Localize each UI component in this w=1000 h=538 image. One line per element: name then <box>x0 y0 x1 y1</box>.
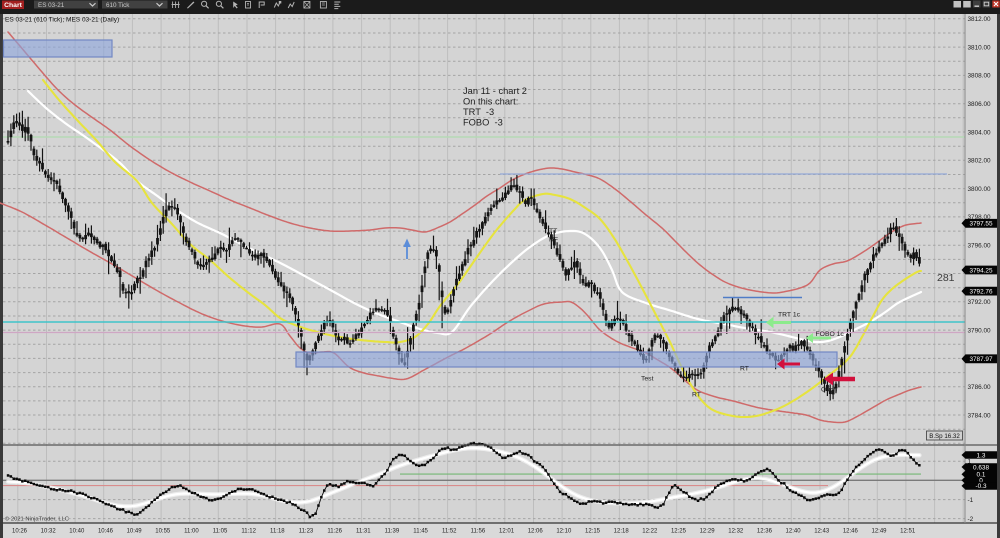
svg-text:0.638: 0.638 <box>973 464 989 471</box>
svg-text:3810.00: 3810.00 <box>968 44 992 51</box>
svg-text:3812.00: 3812.00 <box>968 16 992 23</box>
svg-text:On this chart:: On this chart: <box>463 97 518 107</box>
svg-text:Ouch: Ouch <box>821 387 837 394</box>
svg-text:3804.00: 3804.00 <box>968 129 992 136</box>
svg-text:3796.00: 3796.00 <box>968 243 992 250</box>
svg-text:12:18: 12:18 <box>614 529 630 535</box>
svg-text:3787.97: 3787.97 <box>969 356 993 363</box>
svg-text:10:55: 10:55 <box>155 529 171 535</box>
svg-text:3786.00: 3786.00 <box>968 384 992 391</box>
svg-text:281: 281 <box>937 272 955 284</box>
svg-text:11:12: 11:12 <box>241 529 256 535</box>
svg-text:10:26: 10:26 <box>12 529 28 535</box>
svg-text:12:25: 12:25 <box>671 529 687 535</box>
svg-text:11:18: 11:18 <box>270 529 285 535</box>
svg-text:11:45: 11:45 <box>413 529 428 535</box>
svg-text:3790.00: 3790.00 <box>968 327 992 334</box>
svg-text:B.Sp 16.32: B.Sp 16.32 <box>929 433 960 440</box>
svg-text:Test: Test <box>641 376 654 383</box>
svg-text:Jan 11 - chart 2: Jan 11 - chart 2 <box>463 86 527 96</box>
svg-text:Chart: Chart <box>4 2 22 9</box>
svg-text:-2: -2 <box>968 516 974 523</box>
svg-text:10:49: 10:49 <box>127 529 143 535</box>
svg-text:-0.3: -0.3 <box>975 483 986 490</box>
svg-text:11:26: 11:26 <box>327 529 342 535</box>
svg-text:© 2021 NinjaTrader, LLC: © 2021 NinjaTrader, LLC <box>5 515 69 522</box>
svg-text:10:32: 10:32 <box>41 529 57 535</box>
svg-text:3792.00: 3792.00 <box>968 299 992 306</box>
svg-text:3794.25: 3794.25 <box>969 267 993 274</box>
svg-text:12:01: 12:01 <box>499 529 515 535</box>
svg-text:TRT 1c: TRT 1c <box>778 312 801 319</box>
svg-text:3797.55: 3797.55 <box>969 221 993 228</box>
svg-text:11:31: 11:31 <box>356 529 371 535</box>
svg-text:FOBO 1c: FOBO 1c <box>816 331 845 338</box>
svg-text:RT: RT <box>740 366 749 373</box>
svg-text:11:39: 11:39 <box>385 529 400 535</box>
svg-text:11:56: 11:56 <box>471 529 486 535</box>
svg-text:12:36: 12:36 <box>757 529 773 535</box>
svg-text:12:51: 12:51 <box>900 529 916 535</box>
svg-text:3798.00: 3798.00 <box>968 214 992 221</box>
svg-text:3800.00: 3800.00 <box>968 186 992 193</box>
svg-text:10:46: 10:46 <box>98 529 114 535</box>
svg-text:12:32: 12:32 <box>728 529 744 535</box>
svg-text:0.1: 0.1 <box>977 472 986 479</box>
svg-text:11:52: 11:52 <box>442 529 457 535</box>
svg-text:RT: RT <box>692 392 701 399</box>
svg-text:12:15: 12:15 <box>585 529 601 535</box>
svg-text:12:29: 12:29 <box>700 529 716 535</box>
svg-text:610 Tick: 610 Tick <box>106 2 130 9</box>
svg-text:11:00: 11:00 <box>184 529 199 535</box>
svg-text:10:40: 10:40 <box>69 529 85 535</box>
svg-text:NF: NF <box>549 237 558 244</box>
svg-text:12:06: 12:06 <box>528 529 544 535</box>
svg-text:1.3: 1.3 <box>977 452 986 459</box>
svg-text:TRT -3: TRT -3 <box>463 107 494 117</box>
svg-text:12:40: 12:40 <box>786 529 802 535</box>
svg-text:3802.00: 3802.00 <box>968 158 992 165</box>
svg-text:3792.76: 3792.76 <box>969 288 993 295</box>
svg-text:12:10: 12:10 <box>556 529 572 535</box>
svg-text:12:46: 12:46 <box>843 529 859 535</box>
svg-text:3784.00: 3784.00 <box>968 412 992 419</box>
svg-text:-1: -1 <box>968 497 974 504</box>
svg-text:11:05: 11:05 <box>213 529 228 535</box>
svg-text:3808.00: 3808.00 <box>968 73 992 80</box>
svg-text:0: 0 <box>979 478 983 485</box>
svg-text:ES 03-21 (610 Tick); MES 03-21: ES 03-21 (610 Tick); MES 03-21 (Daily) <box>5 17 119 24</box>
svg-text:FOBO -3: FOBO -3 <box>463 118 503 128</box>
svg-text:11:23: 11:23 <box>299 529 314 535</box>
svg-text:12:22: 12:22 <box>642 529 658 535</box>
svg-text:1: 1 <box>968 459 972 466</box>
svg-text:TT: TT <box>549 228 557 235</box>
svg-text:ES 03-21: ES 03-21 <box>38 2 65 9</box>
svg-text:12:43: 12:43 <box>814 529 830 535</box>
svg-text:12:49: 12:49 <box>871 529 887 535</box>
svg-text:3806.00: 3806.00 <box>968 101 992 108</box>
